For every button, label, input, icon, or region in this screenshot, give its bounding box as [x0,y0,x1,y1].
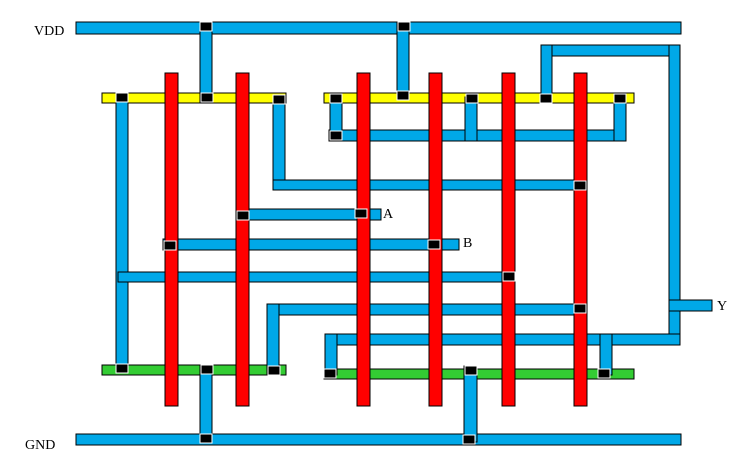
contact [272,94,286,105]
vdd-label: VDD [34,24,64,39]
gnd-strap-right [463,365,478,443]
output-y-stub [668,299,713,312]
contact [502,271,516,282]
contact-layer [115,21,627,445]
p-shared-node-mid-tab [464,96,478,142]
input-b-label: B [463,236,472,251]
p-diffusion-right [323,92,635,104]
contact [199,21,213,32]
left-vertical-wire [115,96,129,371]
vdd-strap-left [199,21,213,103]
contact [323,368,337,379]
contact [613,93,627,104]
contact [597,368,611,379]
p-shared-node-right-tab [613,96,627,142]
output-top-drop [540,44,553,103]
gnd-rail [75,433,682,446]
contact [329,130,343,141]
n-diffusion-left [101,364,287,376]
labels: VDD GND A B Y [25,24,727,453]
gnd-label: GND [25,438,55,453]
poly-gate-2 [235,72,250,407]
input-b-wire [162,238,460,251]
output-y-label: Y [717,299,727,314]
contact [354,208,368,219]
nmos-output-wire-vertical [266,303,280,375]
poly-gate-3 [356,72,371,407]
contact [397,21,411,32]
contact [199,433,213,444]
vdd-rail [75,21,682,35]
output-top-wire [540,44,681,57]
contact [115,92,129,103]
contact [573,303,587,314]
vdd-strap-right [396,21,410,101]
contact [200,92,214,103]
input-a-label: A [383,207,394,222]
contact [465,93,479,104]
contact [539,93,553,104]
p-diffusion-left [101,92,287,104]
nmos-output-wire-horizontal [266,303,587,316]
poly-layer [164,72,588,407]
contact [396,90,410,101]
contact [236,210,250,221]
contact [329,93,343,104]
pmos-output-wire-vertical [272,96,286,191]
contact [427,239,441,250]
poly-gate-6 [573,72,588,407]
gnd-strap-left [199,365,213,443]
contact [573,180,587,191]
contact [163,240,177,251]
contact [200,364,214,375]
poly-gate-5 [501,72,516,407]
contact [267,365,281,376]
contact [115,363,129,374]
contact [464,365,478,376]
poly-gate-1 [164,72,179,407]
contact [462,434,476,445]
